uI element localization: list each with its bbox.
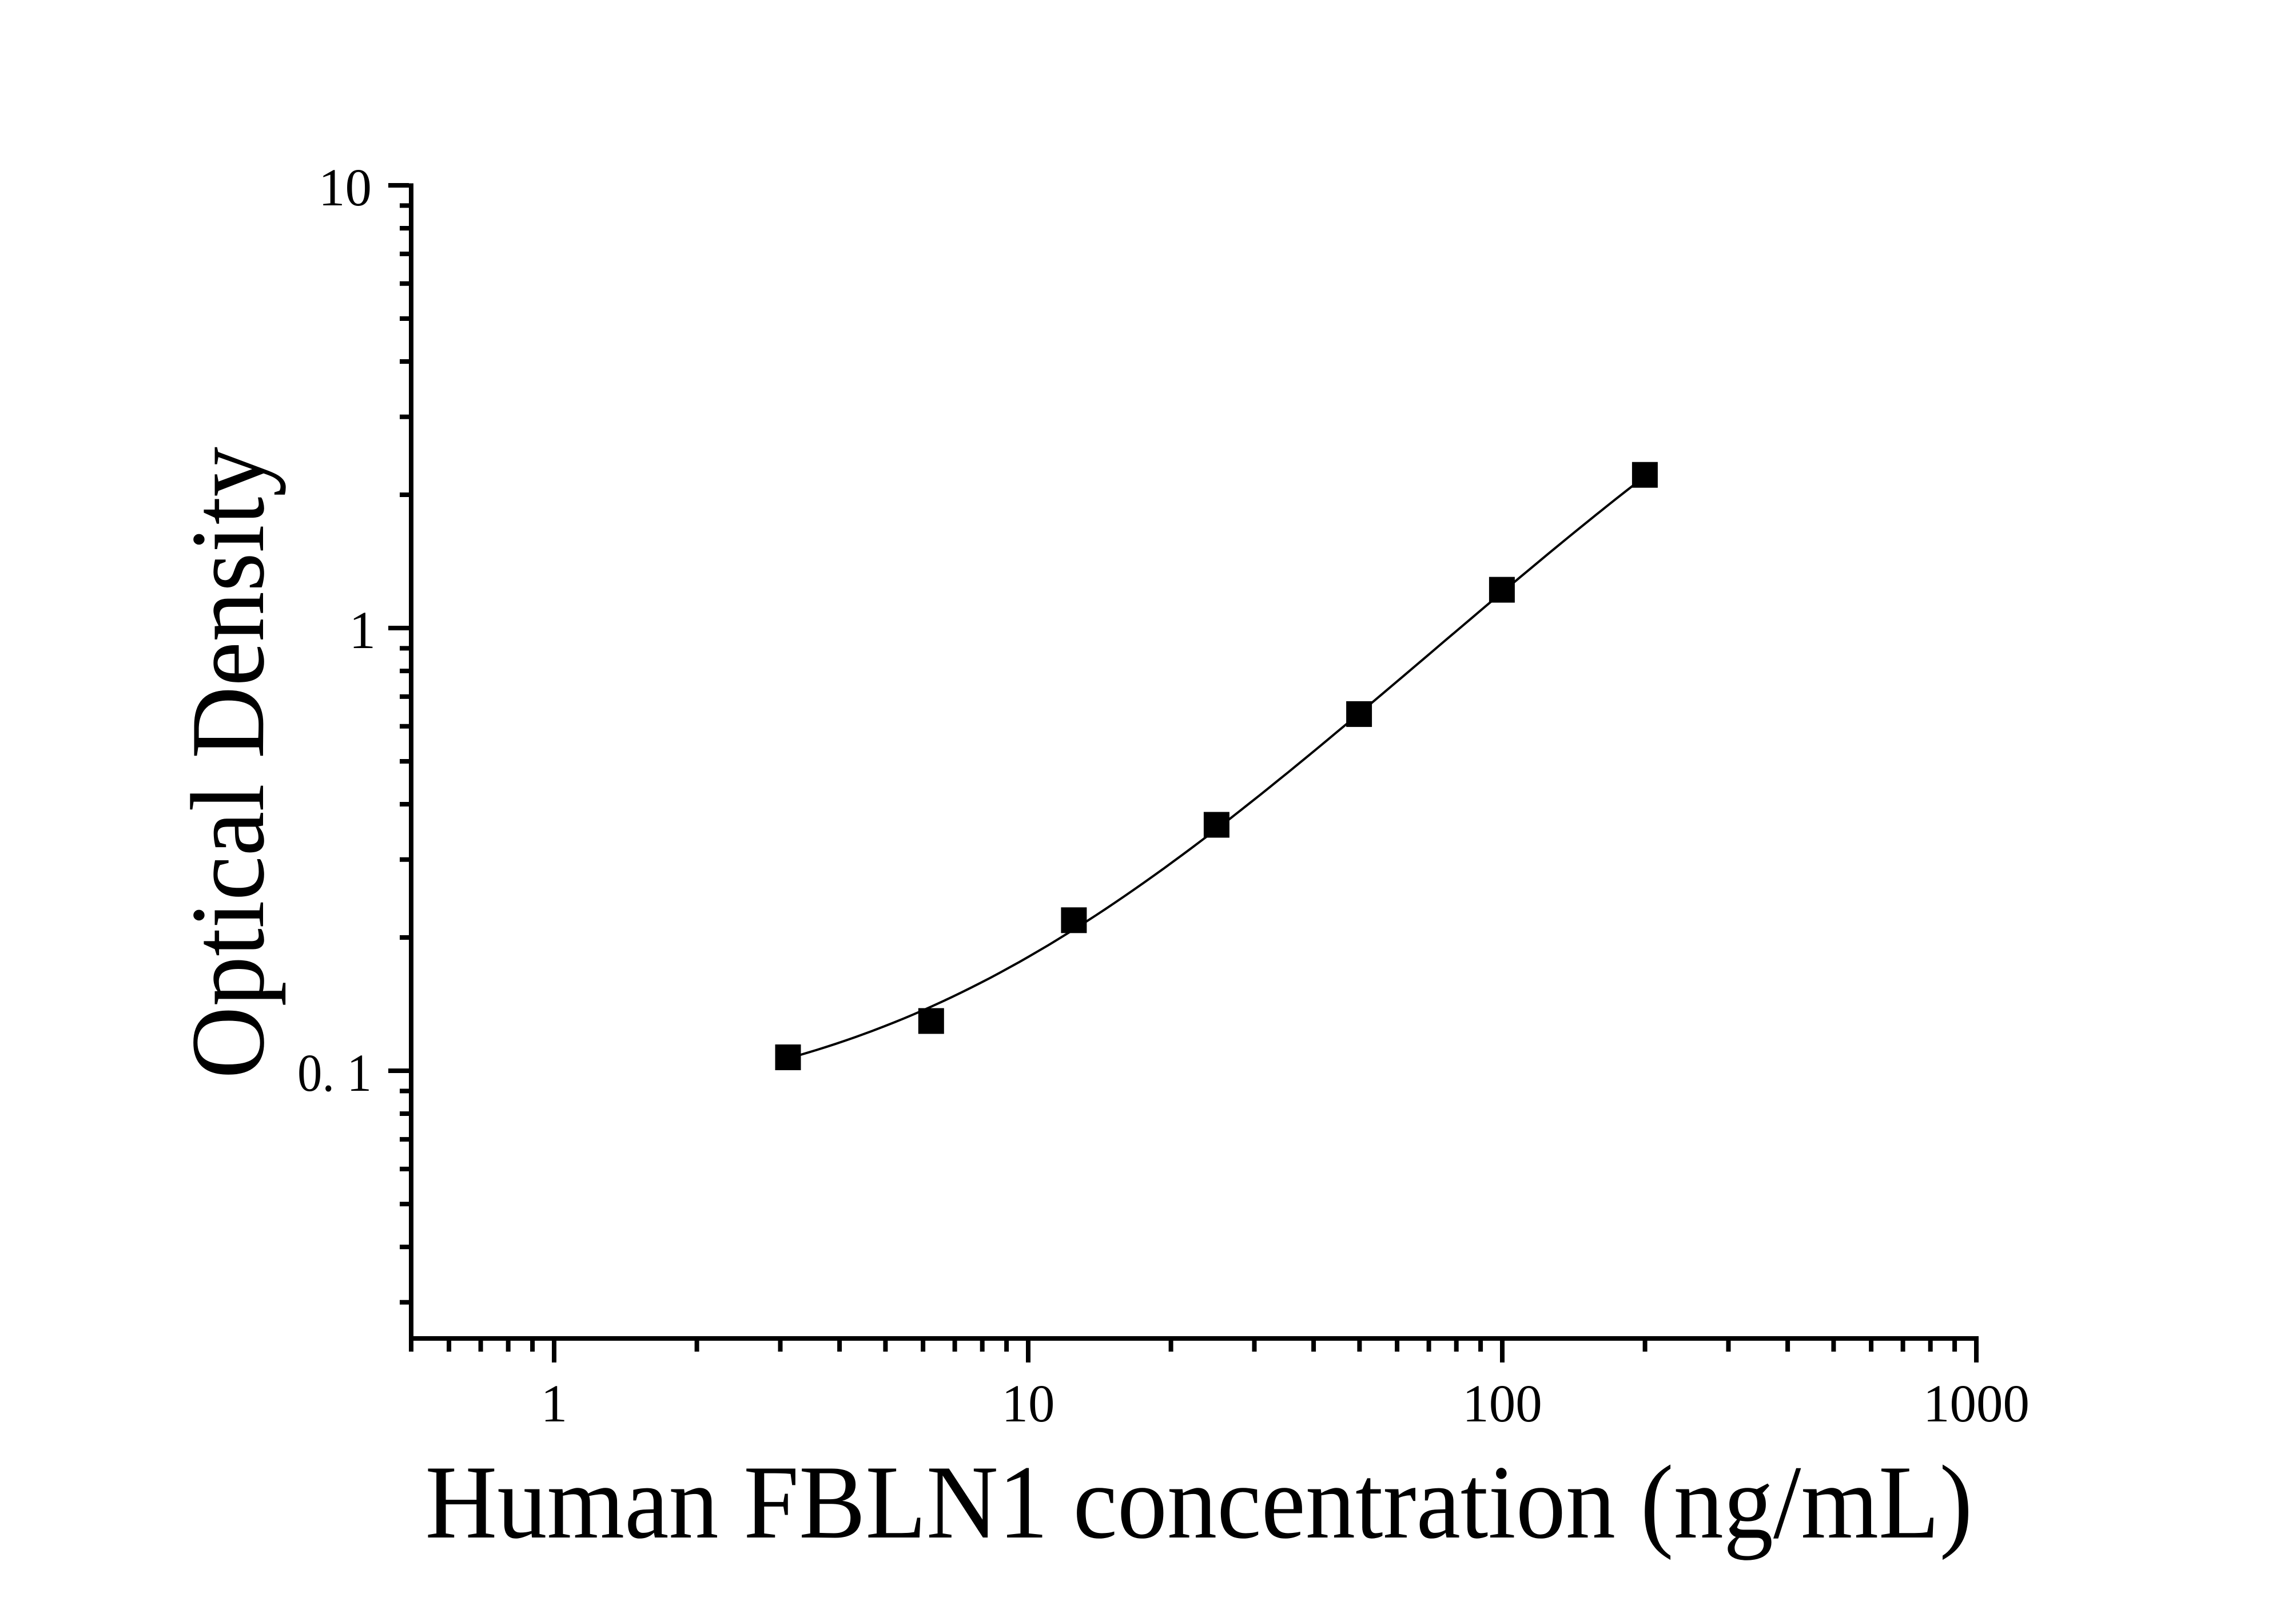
svg-text:Human FBLN1 concentration (ng/: Human FBLN1 concentration (ng/mL) — [425, 1444, 1973, 1560]
svg-text:10: 10 — [1002, 1374, 1055, 1433]
svg-text:1: 1 — [349, 601, 376, 660]
svg-text:10: 10 — [319, 158, 372, 217]
svg-text:0. 1: 0. 1 — [297, 1044, 372, 1103]
svg-text:Optical Density: Optical Density — [169, 447, 286, 1079]
svg-text:100: 100 — [1462, 1374, 1542, 1433]
svg-text:1000: 1000 — [1923, 1374, 2030, 1433]
svg-text:1: 1 — [541, 1374, 568, 1433]
